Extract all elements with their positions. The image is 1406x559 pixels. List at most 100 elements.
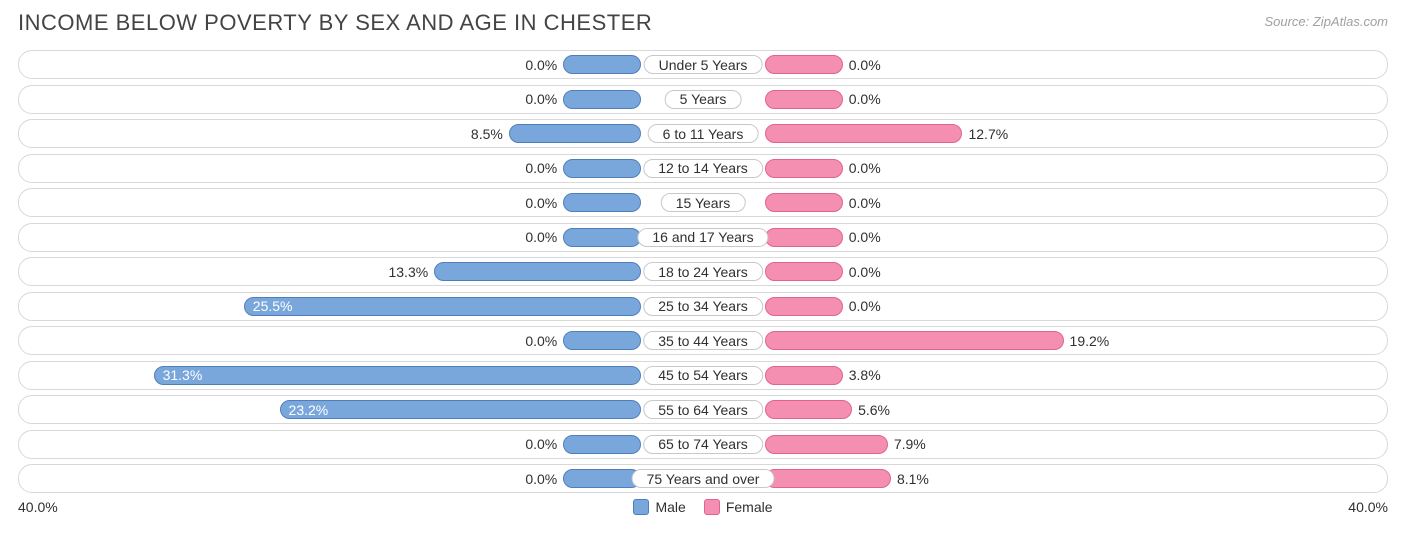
chart-title: INCOME BELOW POVERTY BY SEX AND AGE IN C… [18,10,652,36]
male-bar [244,297,641,316]
female-value: 0.0% [849,57,881,73]
female-side: 5.6% [703,396,1387,423]
male-side: 0.0% [19,189,703,216]
chart-source: Source: ZipAtlas.com [1264,10,1388,29]
male-value: 8.5% [471,126,503,142]
legend-item-female: Female [704,499,773,515]
female-bar [765,90,843,109]
diverging-bar-chart: 0.0% 0.0% Under 5 Years 0.0% 0.0% 5 Years 8.5%… [18,50,1388,493]
legend-swatch-male [633,499,649,515]
female-value: 0.0% [849,195,881,211]
female-value: 19.2% [1070,333,1110,349]
female-bar [765,331,1064,350]
chart-row: 0.0% 0.0% 16 and 17 Years [18,223,1388,252]
age-label: 75 Years and over [632,469,775,488]
male-value: 25.5% [253,298,293,314]
age-label: Under 5 Years [644,55,763,74]
male-side: 31.3% [19,362,703,389]
legend-label-male: Male [655,499,685,515]
female-value: 0.0% [849,298,881,314]
age-label: 6 to 11 Years [648,124,759,143]
female-value: 12.7% [968,126,1008,142]
chart-row: 0.0%0.0%12 to 14 Years [18,154,1388,183]
male-bar [434,262,641,281]
male-value: 0.0% [525,57,557,73]
male-value: 0.0% [525,160,557,176]
female-bar [765,262,843,281]
female-value: 0.0% [849,91,881,107]
female-bar [765,297,843,316]
male-value: 0.0% [525,195,557,211]
chart-row: 23.2%5.6%55 to 64 Years [18,395,1388,424]
female-bar [765,469,891,488]
male-bar [563,159,641,178]
female-bar [765,55,843,74]
male-side: 0.0% [19,465,703,492]
female-side: 7.9% [703,431,1387,458]
female-value: 3.8% [849,367,881,383]
age-label: 5 Years [665,90,742,109]
chart-footer: 40.0% Male Female 40.0% [18,499,1388,515]
male-side: 13.3% [19,258,703,285]
axis-max-right: 40.0% [1348,499,1388,515]
female-bar [765,193,843,212]
female-bar [765,400,852,419]
female-bar [765,124,962,143]
female-side: 12.7% [703,120,1387,147]
chart-row: 0.0% 19.2% 35 to 44 Years [18,326,1388,355]
legend-swatch-female [704,499,720,515]
male-side: 8.5% [19,120,703,147]
chart-row: 8.5% 12.7% 6 to 11 Years [18,119,1388,148]
male-side: 23.2% [19,396,703,423]
age-label: 45 to 54 Years [643,366,763,385]
chart-row: 0.0%7.9%65 to 74 Years [18,430,1388,459]
female-side: 0.0% [703,155,1387,182]
chart-row: 13.3%0.0%18 to 24 Years [18,257,1388,286]
female-side: 0.0% [703,224,1387,251]
female-side: 0.0% [703,86,1387,113]
female-bar [765,435,888,454]
male-side: 0.0% [19,155,703,182]
male-value: 0.0% [525,436,557,452]
male-bar [563,90,641,109]
male-value: 31.3% [163,367,203,383]
male-side: 0.0% [19,86,703,113]
male-side: 0.0% [19,431,703,458]
male-value: 0.0% [525,471,557,487]
female-value: 8.1% [897,471,929,487]
female-side: 0.0% [703,293,1387,320]
chart-row: 0.0% 0.0% Under 5 Years [18,50,1388,79]
male-value: 0.0% [525,91,557,107]
female-value: 5.6% [858,402,890,418]
male-value: 0.0% [525,229,557,245]
female-side: 0.0% [703,258,1387,285]
female-side: 19.2% [703,327,1387,354]
age-label: 18 to 24 Years [643,262,763,281]
male-bar [563,193,641,212]
age-label: 35 to 44 Years [643,331,763,350]
age-label: 12 to 14 Years [643,159,763,178]
male-bar [563,55,641,74]
female-value: 7.9% [894,436,926,452]
age-label: 25 to 34 Years [643,297,763,316]
chart-row: 0.0% 8.1% 75 Years and over [18,464,1388,493]
legend-item-male: Male [633,499,685,515]
female-value: 0.0% [849,229,881,245]
male-bar [509,124,641,143]
male-bar [563,469,641,488]
male-bar [154,366,641,385]
male-value: 23.2% [289,402,329,418]
female-bar [765,228,843,247]
chart-row: 0.0% 0.0% 15 Years [18,188,1388,217]
male-side: 0.0% [19,327,703,354]
female-side: 3.8% [703,362,1387,389]
female-side: 0.0% [703,189,1387,216]
chart-row: 25.5% 0.0% 25 to 34 Years [18,292,1388,321]
age-label: 16 and 17 Years [637,228,768,247]
male-bar [563,228,641,247]
male-side: 0.0% [19,224,703,251]
chart-header: INCOME BELOW POVERTY BY SEX AND AGE IN C… [18,10,1388,36]
chart-row: 31.3% 3.8% 45 to 54 Years [18,361,1388,390]
female-side: 8.1% [703,465,1387,492]
age-label: 15 Years [661,193,746,212]
